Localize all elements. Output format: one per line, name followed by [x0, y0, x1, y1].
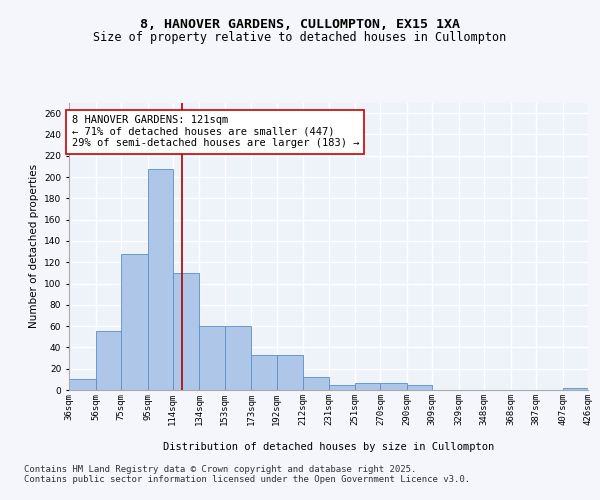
Bar — [380, 382, 407, 390]
Bar — [407, 384, 432, 390]
Bar — [251, 355, 277, 390]
Bar — [224, 326, 251, 390]
Bar — [121, 254, 148, 390]
Bar — [329, 384, 355, 390]
Bar — [199, 326, 224, 390]
Text: 8, HANOVER GARDENS, CULLOMPTON, EX15 1XA: 8, HANOVER GARDENS, CULLOMPTON, EX15 1XA — [140, 18, 460, 30]
Bar — [277, 355, 303, 390]
Y-axis label: Number of detached properties: Number of detached properties — [29, 164, 38, 328]
Text: Contains HM Land Registry data © Crown copyright and database right 2025.
Contai: Contains HM Land Registry data © Crown c… — [24, 465, 470, 484]
Bar — [303, 377, 329, 390]
Bar — [95, 332, 121, 390]
Bar — [355, 382, 380, 390]
Text: Size of property relative to detached houses in Cullompton: Size of property relative to detached ho… — [94, 31, 506, 44]
Bar — [69, 380, 95, 390]
Bar — [148, 168, 173, 390]
Bar — [173, 273, 199, 390]
Bar — [563, 388, 588, 390]
Text: Distribution of detached houses by size in Cullompton: Distribution of detached houses by size … — [163, 442, 494, 452]
Text: 8 HANOVER GARDENS: 121sqm
← 71% of detached houses are smaller (447)
29% of semi: 8 HANOVER GARDENS: 121sqm ← 71% of detac… — [71, 116, 359, 148]
